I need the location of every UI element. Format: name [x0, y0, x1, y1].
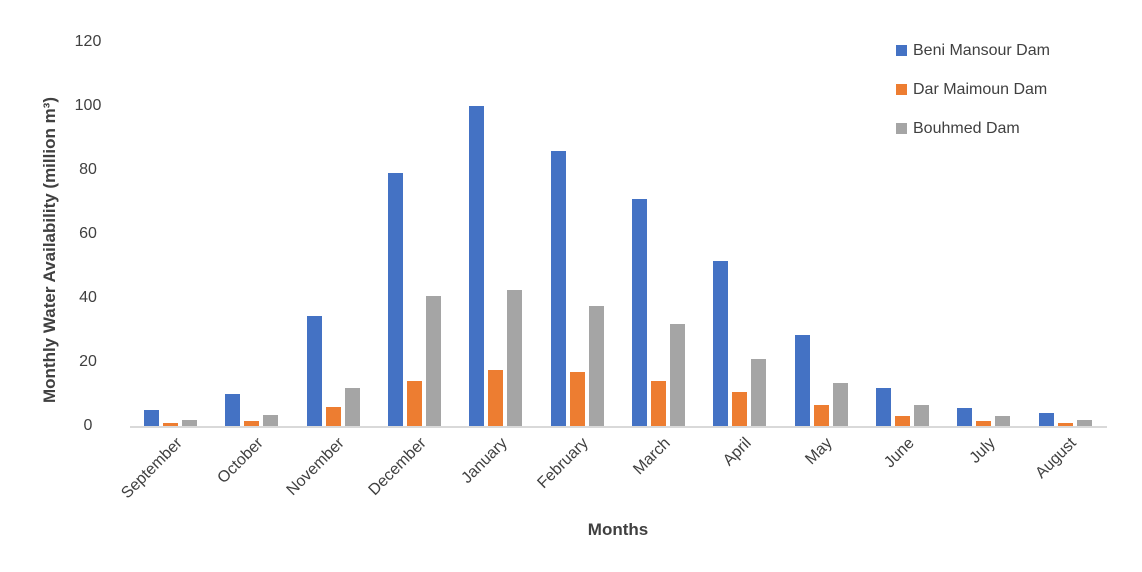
bar-bouhmed-dam — [182, 419, 198, 426]
bar-group-july — [943, 42, 1024, 426]
legend-swatch-dar-maimoun-dam — [896, 84, 907, 95]
bar-dar-maimoun-dam — [325, 406, 341, 426]
bar-dar-maimoun-dam — [488, 370, 504, 426]
bar-bouhmed-dam — [507, 290, 523, 426]
x-axis-line — [130, 426, 1107, 428]
bar-group-january — [455, 42, 536, 426]
bar-group-october — [211, 42, 292, 426]
legend-swatch-beni-mansour-dam — [896, 45, 907, 56]
bar-beni-mansour-dam — [794, 334, 810, 426]
bar-dar-maimoun-dam — [163, 422, 179, 426]
bar-group-february — [537, 42, 618, 426]
bar-dar-maimoun-dam — [895, 416, 911, 426]
bar-beni-mansour-dam — [225, 394, 241, 426]
bar-beni-mansour-dam — [713, 261, 729, 426]
y-axis-tick-label: 120 — [74, 33, 102, 50]
y-axis-tick-label: 40 — [79, 289, 97, 306]
y-axis-tick-label: 20 — [79, 353, 97, 370]
legend-label: Beni Mansour Dam — [913, 41, 1050, 59]
y-axis-tick-label: 80 — [79, 161, 97, 178]
bar-dar-maimoun-dam — [651, 381, 667, 426]
bar-group-april — [699, 42, 780, 426]
bar-bouhmed-dam — [670, 323, 686, 426]
legend-label: Bouhmed Dam — [913, 119, 1020, 137]
bar-beni-mansour-dam — [876, 387, 892, 426]
bar-group-march — [618, 42, 699, 426]
bar-beni-mansour-dam — [469, 106, 485, 426]
x-axis-title: Months — [587, 520, 649, 539]
bar-dar-maimoun-dam — [976, 421, 992, 426]
bar-beni-mansour-dam — [550, 150, 566, 426]
legend: Beni Mansour Dam Dar Maimoun Dam Bouhmed… — [896, 40, 1050, 139]
legend-item-bouhmed-dam: Bouhmed Dam — [896, 118, 1050, 139]
y-axis-tick-label: 60 — [79, 225, 97, 242]
bar-beni-mansour-dam — [632, 198, 648, 426]
bar-bouhmed-dam — [344, 387, 360, 426]
legend-swatch-bouhmed-dam — [896, 123, 907, 134]
bar-beni-mansour-dam — [144, 410, 160, 426]
bar-dar-maimoun-dam — [244, 421, 260, 426]
bar-group-june — [862, 42, 943, 426]
plot-area — [130, 42, 1106, 426]
bar-bouhmed-dam — [1076, 419, 1092, 426]
bar-dar-maimoun-dam — [732, 392, 748, 426]
bar-bouhmed-dam — [426, 296, 442, 426]
legend-item-dar-maimoun-dam: Dar Maimoun Dam — [896, 79, 1050, 100]
bar-bouhmed-dam — [832, 382, 848, 426]
bar-dar-maimoun-dam — [569, 371, 585, 426]
bar-bouhmed-dam — [263, 414, 279, 426]
bar-group-november — [293, 42, 374, 426]
legend-label: Dar Maimoun Dam — [913, 80, 1048, 98]
bar-bouhmed-dam — [995, 416, 1011, 426]
bar-bouhmed-dam — [588, 306, 604, 426]
y-axis-tick-label: 0 — [83, 417, 93, 434]
bar-dar-maimoun-dam — [407, 381, 423, 426]
bar-beni-mansour-dam — [388, 173, 404, 426]
bar-group-may — [781, 42, 862, 426]
bar-group-december — [374, 42, 455, 426]
bar-beni-mansour-dam — [306, 315, 322, 426]
bar-beni-mansour-dam — [957, 408, 973, 426]
bar-beni-mansour-dam — [1038, 413, 1054, 426]
bar-bouhmed-dam — [751, 358, 767, 426]
legend-item-beni-mansour-dam: Beni Mansour Dam — [896, 40, 1050, 61]
bar-group-august — [1025, 42, 1106, 426]
bar-group-september — [130, 42, 211, 426]
y-axis-tick-label: 100 — [74, 97, 102, 114]
bar-dar-maimoun-dam — [1057, 422, 1073, 426]
bar-dar-maimoun-dam — [813, 405, 829, 426]
bar-bouhmed-dam — [914, 405, 930, 426]
